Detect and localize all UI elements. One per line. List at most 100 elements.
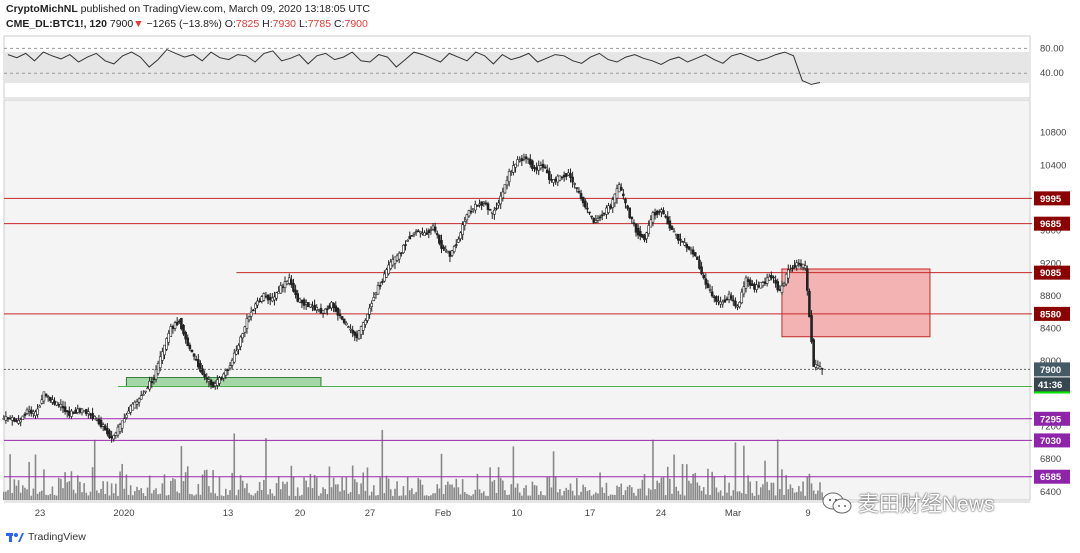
candle-body (76, 408, 80, 413)
candle-body (283, 281, 287, 288)
candle-body (575, 187, 579, 189)
candle-body (564, 173, 568, 177)
candle-body (562, 174, 566, 178)
volume-bar (785, 475, 787, 500)
candle-body (622, 193, 625, 197)
low-value: 7785 (307, 18, 332, 30)
open-label: O: (224, 18, 236, 30)
open-value: 7825 (235, 18, 260, 30)
volume-bar (275, 483, 278, 500)
candle-body (194, 358, 198, 361)
volume-bar (650, 489, 652, 500)
volume-bar (607, 495, 610, 500)
candle-body (471, 208, 475, 211)
candle-body (469, 210, 473, 213)
candle-body (154, 369, 158, 380)
volume-bar (717, 492, 720, 500)
volume-bar (394, 488, 396, 500)
candle-body (336, 307, 340, 316)
brand-name[interactable]: TradingView (28, 531, 86, 543)
volume-bar (592, 494, 595, 500)
candle-body (677, 233, 680, 241)
candle-body (245, 318, 249, 329)
volume-bar (15, 485, 18, 500)
volume-bar (764, 460, 766, 500)
x-tick-label: 2020 (113, 508, 134, 519)
candle-body (560, 176, 564, 179)
candle-body (342, 318, 346, 324)
volume-bar (398, 495, 400, 500)
volume-bar (337, 484, 339, 500)
candle-body (268, 296, 272, 301)
volume-bar (218, 477, 221, 500)
candle-body (402, 244, 405, 254)
candle-body (6, 417, 10, 420)
candle-body (376, 285, 380, 295)
volume-bar (186, 466, 189, 500)
volume-bar (582, 484, 584, 500)
candle-body (507, 170, 511, 183)
candle-body (182, 324, 185, 335)
author-name[interactable]: CryptoMichNL (6, 3, 78, 15)
candle-body (273, 296, 276, 301)
volume-bar (36, 493, 39, 500)
candle-body (23, 413, 27, 416)
candle-body (806, 268, 809, 291)
volume-bar (360, 483, 362, 500)
candle-body (789, 269, 792, 272)
volume-bar (7, 489, 9, 500)
volume-bar (675, 486, 678, 500)
volume-bar (641, 479, 644, 500)
candle-body (791, 267, 794, 270)
candle-body (577, 190, 581, 193)
candle-body (271, 297, 274, 302)
candle-body (239, 336, 242, 347)
candle-body (38, 405, 42, 408)
candle-body (237, 344, 240, 350)
candle-body (431, 225, 435, 230)
candle-body (55, 401, 58, 406)
candle-body (734, 300, 737, 307)
last-price-tag-text: 7900 (1040, 365, 1061, 376)
candle-body (780, 285, 784, 293)
volume-bar (91, 467, 94, 500)
candle-body (801, 263, 805, 268)
candle-body (232, 352, 236, 363)
candle-body (490, 211, 494, 214)
volume-bar (381, 429, 384, 500)
volume-bar (43, 469, 45, 500)
candle-body (129, 405, 132, 413)
candle-body (224, 370, 228, 376)
candle-body (161, 351, 164, 361)
candle-body (332, 303, 335, 309)
candle-body (345, 322, 348, 326)
candle-body (738, 302, 741, 308)
volume-bar (127, 494, 130, 500)
candle-body (317, 309, 321, 311)
volume-bar (728, 482, 730, 500)
volume-bar (98, 493, 100, 500)
candle-body (142, 393, 145, 396)
candle-body (598, 216, 602, 219)
candle-body (512, 165, 515, 173)
y-tick-label: 10800 (1040, 128, 1066, 139)
volume-bar (791, 487, 794, 500)
volume-bar (631, 487, 633, 500)
candle-body (243, 326, 247, 333)
volume-bar (662, 476, 665, 500)
volume-bar (32, 488, 35, 500)
candle-body (254, 303, 257, 309)
candle-body (190, 349, 194, 353)
volume-bar (49, 494, 52, 500)
candle-body (651, 212, 655, 223)
volume-bar (658, 482, 661, 500)
volume-bar (294, 495, 297, 500)
candle-body (744, 277, 748, 289)
volume-bar (100, 488, 102, 500)
volume-bar (466, 493, 468, 500)
volume-bar (387, 478, 390, 500)
candle-body (364, 320, 367, 325)
volume-bar (451, 484, 453, 500)
volume-bar (411, 488, 413, 500)
